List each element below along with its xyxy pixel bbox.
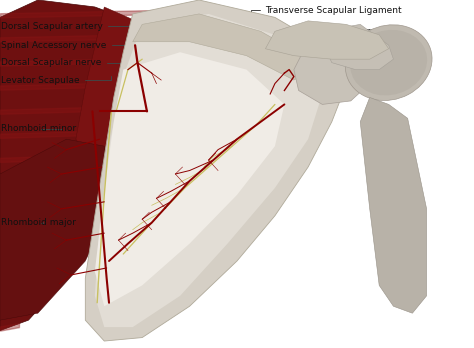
Polygon shape	[95, 14, 322, 327]
Text: Rhomboid major: Rhomboid major	[1, 218, 76, 227]
Polygon shape	[265, 21, 389, 59]
Ellipse shape	[346, 25, 432, 101]
Polygon shape	[294, 35, 370, 104]
Polygon shape	[322, 24, 393, 70]
Text: Spinal Accessory nerve: Spinal Accessory nerve	[1, 41, 130, 60]
Polygon shape	[85, 0, 341, 341]
Text: Dorsal Scapular artery: Dorsal Scapular artery	[1, 22, 140, 53]
Text: Suprascapular nerve: Suprascapular nerve	[263, 46, 383, 67]
Polygon shape	[133, 14, 313, 80]
Text: Transverse Scapular Ligament: Transverse Scapular Ligament	[251, 6, 402, 53]
Ellipse shape	[350, 30, 427, 95]
Text: Rhomboid minor: Rhomboid minor	[1, 124, 76, 133]
Text: Suprascapular artery: Suprascapular artery	[258, 27, 375, 60]
Polygon shape	[95, 52, 284, 306]
Polygon shape	[0, 139, 114, 320]
Text: Dorsal Scapular nerve: Dorsal Scapular nerve	[1, 58, 121, 67]
Polygon shape	[360, 97, 427, 313]
Polygon shape	[0, 0, 180, 331]
Polygon shape	[76, 7, 180, 167]
Text: Levator Scapulae: Levator Scapulae	[1, 76, 111, 85]
